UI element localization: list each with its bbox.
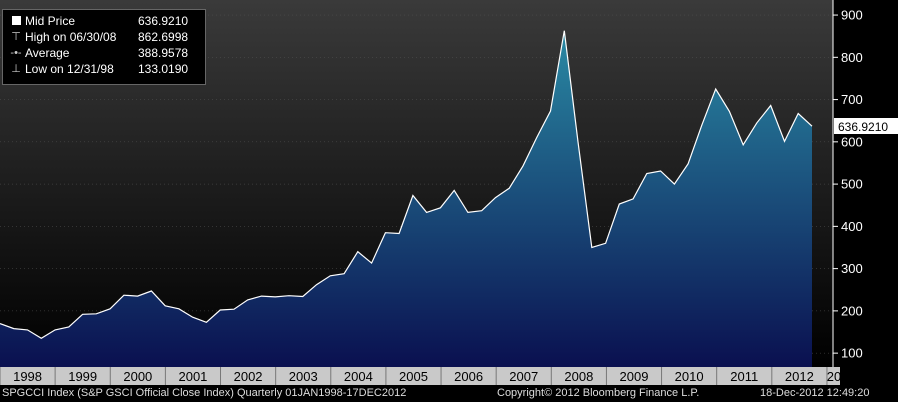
x-tick-label: 1999 bbox=[68, 369, 97, 384]
x-tick-label: 2003 bbox=[289, 369, 318, 384]
legend-item-low: ⊥ Low on 12/31/98 133.0190 bbox=[3, 61, 205, 77]
x-tick-label: 2002 bbox=[234, 369, 263, 384]
legend-label: Mid Price bbox=[25, 14, 76, 28]
last-value-label: 636.9210 bbox=[838, 120, 888, 134]
legend-value: 862.6998 bbox=[138, 30, 189, 44]
legend: Mid Price 636.9210 ⊤ High on 06/30/08 86… bbox=[2, 9, 206, 85]
x-tick-label: 2011 bbox=[730, 369, 758, 384]
mid-price-square-icon bbox=[10, 13, 22, 30]
x-axis-band bbox=[0, 367, 840, 385]
copyright-text: Copyright© 2012 Bloomberg Finance L.P. bbox=[497, 387, 700, 399]
x-tick-label: 2010 bbox=[675, 369, 704, 384]
legend-item-average: -•- Average 388.9578 bbox=[3, 45, 205, 61]
y-tick-label: 200 bbox=[841, 303, 863, 318]
x-tick-label: 2012 bbox=[785, 369, 814, 384]
footer: SPGCCI Index (S&P GSCI Official Close In… bbox=[0, 385, 898, 402]
legend-item-high: ⊤ High on 06/30/08 862.6998 bbox=[3, 29, 205, 45]
legend-label: High on 06/30/08 bbox=[25, 30, 117, 44]
legend-value: 388.9578 bbox=[138, 46, 189, 60]
legend-value: 636.9210 bbox=[138, 14, 189, 28]
legend-value: 133.0190 bbox=[138, 62, 189, 76]
legend-item-mid-price: Mid Price 636.9210 bbox=[3, 13, 205, 29]
y-tick-label: 400 bbox=[841, 219, 863, 234]
last-value-tag: 636.9210 bbox=[834, 118, 898, 134]
x-tick-label: 2007 bbox=[509, 369, 538, 384]
price-area bbox=[0, 30, 812, 367]
y-tick-label: 900 bbox=[841, 8, 863, 23]
x-tick-label: 2009 bbox=[620, 369, 649, 384]
y-tick-label: 800 bbox=[841, 50, 863, 65]
x-tick-label: 2004 bbox=[344, 369, 373, 384]
x-tick-label: 1998 bbox=[13, 369, 42, 384]
y-tick-label: 300 bbox=[841, 261, 863, 276]
y-axis: 100 200 300 400 500 600 700 800 900 bbox=[833, 8, 863, 361]
y-tick-label: 700 bbox=[841, 92, 863, 107]
index-description: SPGCCI Index (S&P GSCI Official Close In… bbox=[2, 387, 407, 399]
x-tick-label: 2000 bbox=[123, 369, 152, 384]
high-marker-icon: ⊤ bbox=[11, 31, 21, 43]
average-line-icon: -•- bbox=[10, 47, 22, 59]
legend-label: Average bbox=[25, 46, 70, 60]
x-tick-label: 2008 bbox=[564, 369, 593, 384]
y-tick-label: 500 bbox=[841, 177, 863, 192]
x-axis: 1998 1999 2000 2001 2002 2003 2004 2005 2006 2007… bbox=[0, 367, 841, 385]
price-line bbox=[0, 30, 813, 340]
x-tick-label: 2006 bbox=[454, 369, 483, 384]
y-tick-label: 100 bbox=[841, 346, 863, 361]
low-marker-icon: ⊥ bbox=[11, 63, 21, 75]
x-tick-label: 2001 bbox=[178, 369, 207, 384]
x-tick-label: 20 bbox=[827, 369, 841, 384]
y-tick-label: 600 bbox=[841, 134, 863, 149]
legend-label: Low on 12/31/98 bbox=[25, 62, 114, 76]
timestamp: 18-Dec-2012 12:49:20 bbox=[760, 387, 870, 399]
x-tick-label: 2005 bbox=[399, 369, 428, 384]
